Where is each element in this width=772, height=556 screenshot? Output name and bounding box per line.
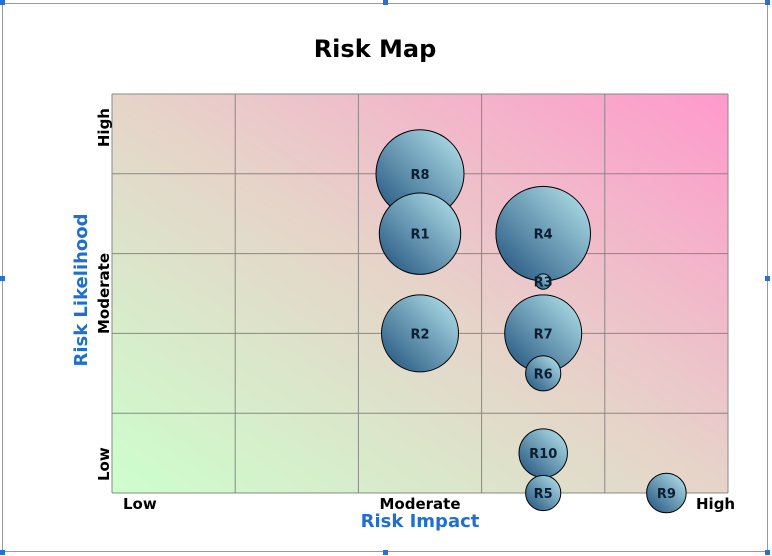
bubble-circle-r1 bbox=[378, 192, 462, 275]
bubble-circle-r3 bbox=[535, 273, 552, 290]
y-tick-moderate: Moderate bbox=[95, 253, 113, 334]
bubble-label-r1: R1 bbox=[410, 228, 429, 243]
bubble-label-r6: R6 bbox=[534, 367, 553, 382]
resize-handle-top-left[interactable] bbox=[0, 0, 5, 5]
resize-handle-bottom-right[interactable] bbox=[765, 550, 770, 555]
bubble-r5: R5 bbox=[525, 474, 562, 512]
bubble-r1: R1 bbox=[378, 192, 462, 275]
x-tick-low: Low bbox=[123, 495, 157, 513]
bubble-r10: R10 bbox=[518, 428, 568, 478]
bubble-label-r4: R4 bbox=[534, 228, 553, 243]
bubble-circle-r5 bbox=[525, 474, 562, 512]
x-tick-moderate: Moderate bbox=[379, 495, 460, 513]
resize-handle-top-right[interactable] bbox=[765, 0, 770, 5]
resize-handle-middle-right[interactable] bbox=[765, 276, 770, 281]
bubble-circle-r2 bbox=[381, 294, 459, 373]
x-tick-labels: Low Moderate High bbox=[123, 495, 735, 513]
bubble-circle-r6 bbox=[525, 355, 562, 392]
bubble-label-r10: R10 bbox=[529, 447, 557, 462]
x-tick-high: High bbox=[696, 495, 735, 513]
bubble-label-r7: R7 bbox=[534, 327, 553, 342]
chart-title: Risk Map bbox=[314, 35, 437, 63]
bubble-r3: R3 bbox=[534, 273, 553, 291]
resize-handle-middle-left[interactable] bbox=[0, 276, 5, 281]
bubble-label-r9: R9 bbox=[657, 487, 676, 502]
x-axis-title: Risk Impact bbox=[361, 511, 480, 532]
bubble-circle-r9 bbox=[646, 472, 687, 514]
y-tick-labels: Low Moderate High bbox=[95, 108, 113, 481]
y-axis-title: Risk Likelihood bbox=[71, 213, 92, 366]
y-tick-high: High bbox=[95, 108, 113, 147]
bubble-r2: R2 bbox=[381, 294, 459, 373]
y-tick-low: Low bbox=[95, 447, 113, 481]
bubble-label-r8: R8 bbox=[410, 168, 429, 183]
bubble-r4: R4 bbox=[495, 185, 592, 282]
bubble-r6: R6 bbox=[525, 355, 562, 392]
bubble-label-r2: R2 bbox=[410, 327, 429, 342]
resize-handle-top-center[interactable] bbox=[383, 0, 388, 5]
resize-handle-bottom-left[interactable] bbox=[0, 550, 5, 555]
bubble-label-r3: R3 bbox=[534, 276, 553, 291]
bubble-r9: R9 bbox=[646, 472, 687, 514]
bubble-series: R8 R1 R4 R3 R2 R7 R6 R10 R5 R9 bbox=[375, 129, 687, 514]
resize-handle-bottom-center[interactable] bbox=[383, 550, 388, 555]
bubble-label-r5: R5 bbox=[534, 487, 553, 502]
